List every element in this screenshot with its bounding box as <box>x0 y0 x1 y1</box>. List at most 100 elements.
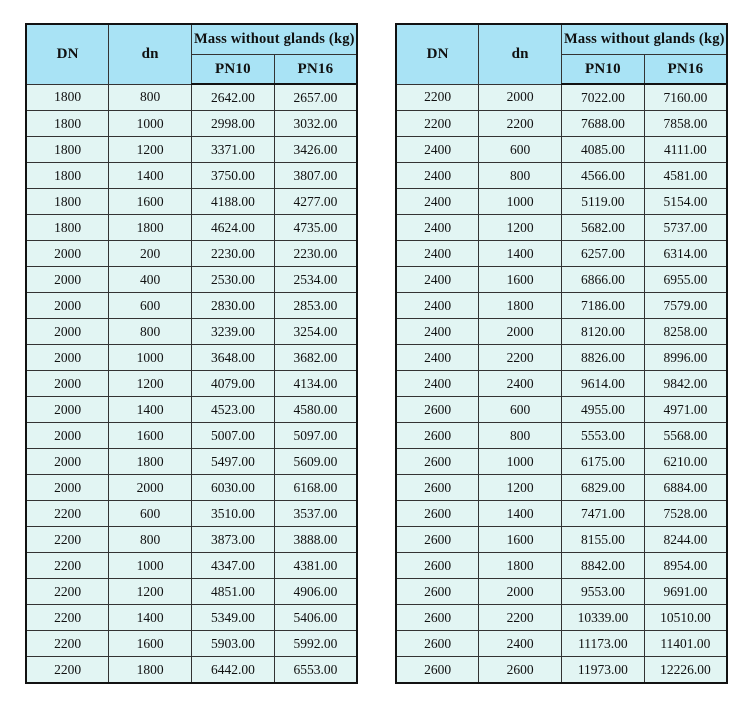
table-row: 2000 600 2830.00 2853.00 <box>25 292 358 319</box>
table-row: 2400 1400 6257.00 6314.00 <box>395 240 728 267</box>
cell: 8996.00 <box>643 344 728 371</box>
table-row: 2000 1200 4079.00 4134.00 <box>25 370 358 397</box>
cell: 7528.00 <box>643 500 728 527</box>
col-header-DN: DN <box>395 23 480 85</box>
cell: 800 <box>478 422 562 449</box>
col-header-mass-group: Mass without glands (kg) <box>561 23 728 55</box>
cell: 2600 <box>478 656 562 684</box>
col-header-DN: DN <box>25 23 110 85</box>
col-header-pn16: PN16 <box>273 54 358 85</box>
cell: 2400 <box>478 370 562 397</box>
cell: 6210.00 <box>643 448 728 475</box>
cell: 1600 <box>108 188 192 215</box>
cell: 2000 <box>25 474 110 501</box>
table-row: 2200 1200 4851.00 4906.00 <box>25 578 358 605</box>
cell: 2600 <box>395 552 480 579</box>
cell: 600 <box>478 396 562 423</box>
cell: 9842.00 <box>643 370 728 397</box>
table-row: 2600 2400 11173.00 11401.00 <box>395 630 728 657</box>
cell: 2600 <box>395 474 480 501</box>
cell: 1800 <box>25 110 110 137</box>
table-row: 2200 1800 6442.00 6553.00 <box>25 656 358 684</box>
table-row: 2200 1000 4347.00 4381.00 <box>25 552 358 579</box>
cell: 7858.00 <box>643 110 728 137</box>
table-row: 2400 2000 8120.00 8258.00 <box>395 318 728 345</box>
cell: 1200 <box>478 474 562 501</box>
cell: 4580.00 <box>273 396 358 423</box>
cell: 1200 <box>478 214 562 241</box>
cell: 3254.00 <box>273 318 358 345</box>
cell: 2200 <box>395 110 480 137</box>
cell: 4971.00 <box>643 396 728 423</box>
cell: 3888.00 <box>273 526 358 553</box>
cell: 2200 <box>25 578 110 605</box>
table-row: 1800 1800 4624.00 4735.00 <box>25 214 358 241</box>
table-row: 2200 800 3873.00 3888.00 <box>25 526 358 553</box>
cell: 6553.00 <box>273 656 358 684</box>
table-row: 2200 600 3510.00 3537.00 <box>25 500 358 527</box>
cell: 6866.00 <box>561 266 645 293</box>
cell: 800 <box>108 83 192 111</box>
cell: 2600 <box>395 656 480 684</box>
table-row: 1800 1200 3371.00 3426.00 <box>25 136 358 163</box>
cell: 2400 <box>395 162 480 189</box>
table-row: 2200 1600 5903.00 5992.00 <box>25 630 358 657</box>
cell: 2200 <box>478 604 562 631</box>
cell: 4347.00 <box>191 552 275 579</box>
mass-table-left: DN dn Mass without glands (kg) PN10 PN16… <box>25 23 358 684</box>
cell: 3426.00 <box>273 136 358 163</box>
table-row: 2000 200 2230.00 2230.00 <box>25 240 358 267</box>
cell: 2400 <box>395 214 480 241</box>
cell: 3537.00 <box>273 500 358 527</box>
table-row: 2000 2000 6030.00 6168.00 <box>25 474 358 501</box>
cell: 2200 <box>25 630 110 657</box>
cell: 6030.00 <box>191 474 275 501</box>
cell: 1800 <box>25 214 110 241</box>
cell: 2000 <box>25 396 110 423</box>
cell: 1600 <box>108 422 192 449</box>
cell: 2530.00 <box>191 266 275 293</box>
table-row: 2600 1000 6175.00 6210.00 <box>395 448 728 475</box>
cell: 8954.00 <box>643 552 728 579</box>
table-row: 2000 800 3239.00 3254.00 <box>25 318 358 345</box>
cell: 10510.00 <box>643 604 728 631</box>
cell: 2657.00 <box>273 83 358 111</box>
table-row: 2400 600 4085.00 4111.00 <box>395 136 728 163</box>
cell: 2000 <box>108 474 192 501</box>
cell: 2600 <box>395 422 480 449</box>
table-row: 2200 2200 7688.00 7858.00 <box>395 110 728 137</box>
cell: 2000 <box>25 240 110 267</box>
table-row: 1800 1400 3750.00 3807.00 <box>25 162 358 189</box>
cell: 2400 <box>395 136 480 163</box>
cell: 1800 <box>478 292 562 319</box>
cell: 7471.00 <box>561 500 645 527</box>
cell: 9614.00 <box>561 370 645 397</box>
cell: 12226.00 <box>643 656 728 684</box>
table-row: 2600 1600 8155.00 8244.00 <box>395 526 728 553</box>
cell: 7579.00 <box>643 292 728 319</box>
table-row: 2600 2200 10339.00 10510.00 <box>395 604 728 631</box>
cell: 1600 <box>478 526 562 553</box>
table-row: 2600 2000 9553.00 9691.00 <box>395 578 728 605</box>
cell: 1000 <box>478 448 562 475</box>
cell: 1200 <box>108 578 192 605</box>
cell: 800 <box>478 162 562 189</box>
table-row: 2000 1800 5497.00 5609.00 <box>25 448 358 475</box>
cell: 1600 <box>108 630 192 657</box>
table-row: 2400 800 4566.00 4581.00 <box>395 162 728 189</box>
cell: 1800 <box>108 448 192 475</box>
cell: 4906.00 <box>273 578 358 605</box>
cell: 4277.00 <box>273 188 358 215</box>
table-row: 2600 800 5553.00 5568.00 <box>395 422 728 449</box>
cell: 2400 <box>395 370 480 397</box>
cell: 1400 <box>108 162 192 189</box>
cell: 4735.00 <box>273 214 358 241</box>
cell: 7688.00 <box>561 110 645 137</box>
cell: 1800 <box>478 552 562 579</box>
cell: 5609.00 <box>273 448 358 475</box>
cell: 2400 <box>395 266 480 293</box>
mass-table-right: DN dn Mass without glands (kg) PN10 PN16… <box>395 23 728 684</box>
cell: 600 <box>108 500 192 527</box>
cell: 5992.00 <box>273 630 358 657</box>
cell: 1000 <box>108 552 192 579</box>
